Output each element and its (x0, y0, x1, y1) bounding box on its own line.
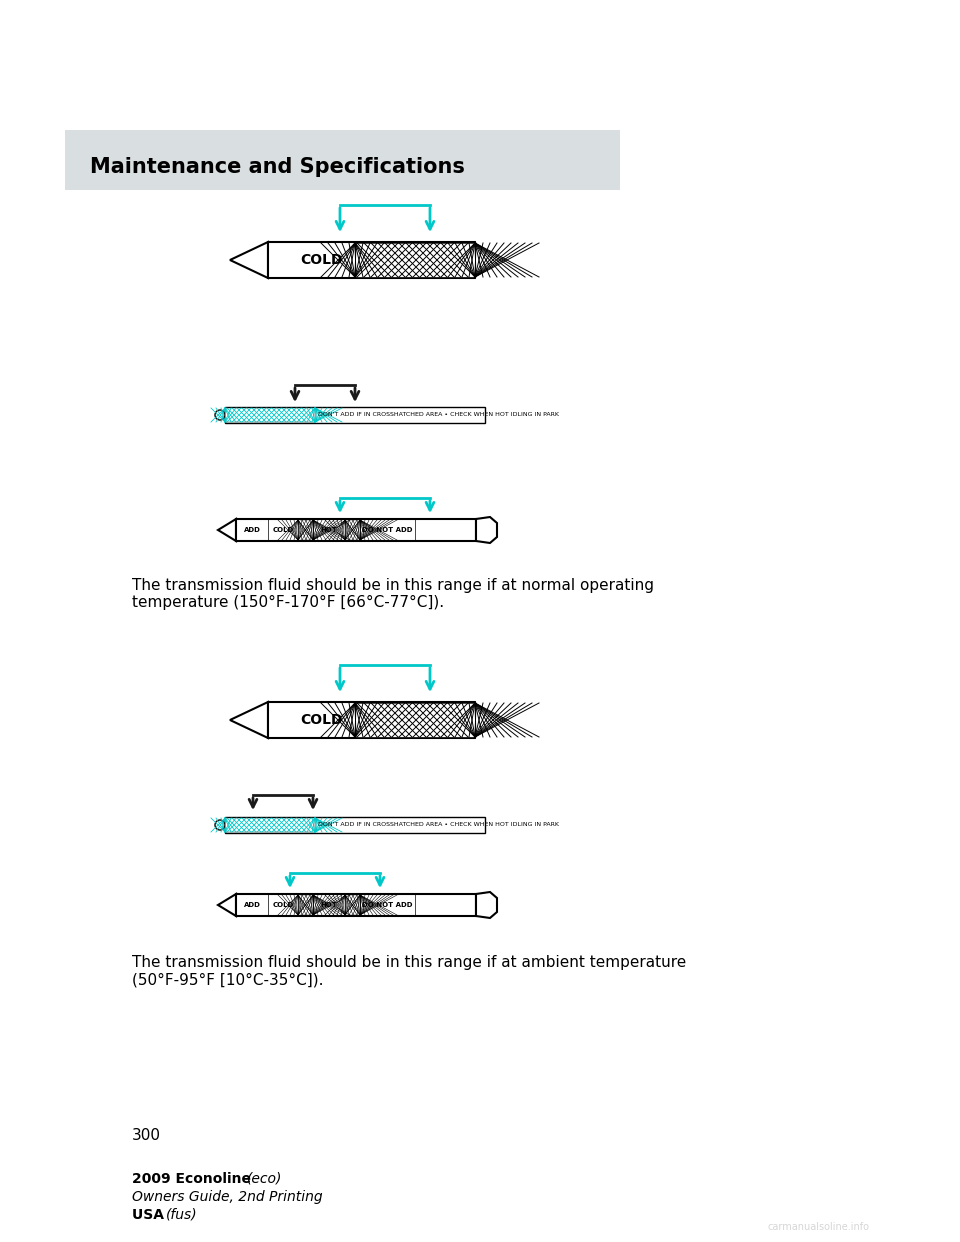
Text: Maintenance and Specifications: Maintenance and Specifications (90, 156, 465, 178)
FancyBboxPatch shape (65, 130, 620, 190)
Text: Owners Guide, 2nd Printing: Owners Guide, 2nd Printing (132, 1190, 323, 1203)
Circle shape (215, 820, 225, 830)
Bar (298, 520, 313, 540)
Text: COLD: COLD (273, 527, 294, 533)
Text: (eco): (eco) (247, 1172, 282, 1186)
Text: carmanualsoline.info: carmanualsoline.info (768, 1222, 870, 1232)
Text: The transmission fluid should be in this range if at ambient temperature
(50°F-9: The transmission fluid should be in this… (132, 955, 686, 987)
Text: HOT: HOT (321, 902, 337, 908)
Polygon shape (218, 519, 236, 542)
Text: DO NOT ADD: DO NOT ADD (362, 527, 413, 533)
Text: DON'T ADD IF IN CROSSHATCHED AREA • CHECK WHEN HOT IDLING IN PARK: DON'T ADD IF IN CROSSHATCHED AREA • CHEC… (318, 412, 559, 417)
Bar (225, 407, 485, 424)
Polygon shape (476, 892, 497, 918)
Text: (fus): (fus) (166, 1208, 198, 1222)
Polygon shape (230, 702, 268, 738)
Text: COLD: COLD (300, 253, 343, 267)
Text: The transmission fluid should be in this range if at normal operating
temperatur: The transmission fluid should be in this… (132, 578, 654, 610)
Text: 2009 Econoline: 2009 Econoline (132, 1172, 256, 1186)
Text: HOT: HOT (321, 527, 337, 533)
Bar (345, 520, 360, 540)
Text: DO NOT ADD: DO NOT ADD (362, 902, 413, 908)
Bar (225, 409, 315, 422)
Text: COLD: COLD (300, 713, 343, 727)
Text: DON'T ADD IF IN CROSSHATCHED AREA • CHECK WHEN HOT IDLING IN PARK: DON'T ADD IF IN CROSSHATCHED AREA • CHEC… (318, 822, 559, 827)
Circle shape (215, 410, 225, 420)
Text: ADD: ADD (244, 902, 260, 908)
Bar (268, 702, 478, 738)
Bar (298, 895, 313, 915)
Bar (236, 519, 476, 542)
Polygon shape (476, 517, 497, 543)
Bar (225, 818, 315, 832)
Bar (355, 703, 475, 737)
Text: 300: 300 (132, 1128, 161, 1143)
Text: USA: USA (132, 1208, 169, 1222)
Text: ADD: ADD (244, 527, 260, 533)
Bar (345, 895, 360, 915)
Bar (225, 817, 485, 833)
Bar (355, 243, 475, 277)
Bar (268, 242, 478, 278)
Bar (236, 894, 476, 917)
Polygon shape (218, 894, 236, 917)
Polygon shape (230, 242, 268, 278)
Text: COLD: COLD (273, 902, 294, 908)
